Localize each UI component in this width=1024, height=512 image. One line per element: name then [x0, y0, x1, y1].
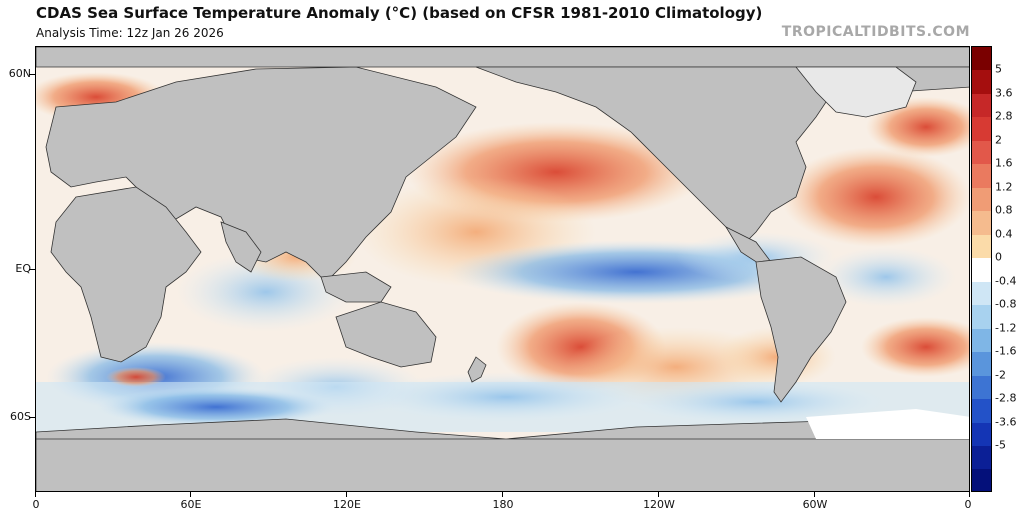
colorbar-segment	[972, 281, 991, 306]
lon-tick	[502, 492, 503, 497]
colorbar-label: -0.4	[995, 274, 1017, 288]
colorbar-segment	[972, 164, 991, 188]
colorbar-segment	[972, 328, 991, 353]
colorbar-segment	[972, 375, 991, 400]
colorbar-segment	[972, 258, 991, 282]
lon-tick	[35, 492, 36, 497]
colorbar-segment	[972, 47, 991, 71]
colorbar-label: -1.2	[995, 321, 1017, 335]
lon-tick	[969, 492, 970, 497]
new-zealand-land	[467, 356, 487, 383]
greenland-land	[795, 66, 917, 118]
india-land	[220, 221, 262, 273]
colorbar-segment	[972, 352, 991, 376]
lat-tick	[29, 74, 35, 75]
colorbar-segment	[972, 445, 991, 470]
analysis-time: Analysis Time: 12z Jan 26 2026	[36, 26, 224, 40]
colorbar-segment	[972, 187, 991, 212]
lon-label-0-right: 0	[964, 498, 972, 511]
lat-label-60s: 60S	[10, 410, 31, 423]
colorbar-segment	[972, 93, 991, 118]
lat-label-eq: EQ	[15, 262, 31, 275]
lon-label-180: 180	[492, 498, 514, 511]
colorbar-label: 0.4	[995, 227, 1013, 241]
lon-tick	[814, 492, 815, 497]
colorbar-label: 0.8	[995, 203, 1013, 217]
sst-anomaly-map	[35, 46, 970, 492]
colorbar-segment	[972, 117, 991, 141]
colorbar-segment	[972, 422, 991, 446]
lon-label-120e: 120E	[333, 498, 361, 511]
colorbar-segment	[972, 469, 991, 491]
colorbar	[971, 46, 992, 492]
lon-label-60w: 60W	[802, 498, 828, 511]
lon-tick	[190, 492, 191, 497]
lon-label-0: 0	[32, 498, 40, 511]
colorbar-label: 0	[995, 250, 1002, 264]
colorbar-segment	[972, 211, 991, 235]
australia-land	[335, 301, 437, 368]
colorbar-segment	[972, 70, 991, 94]
colorbar-label: 2.8	[995, 109, 1013, 123]
land-masses	[36, 47, 969, 491]
south-america-land	[755, 256, 847, 403]
colorbar-label: -3.6	[995, 415, 1017, 429]
colorbar-label: 3.6	[995, 86, 1013, 100]
lon-label-60e: 60E	[180, 498, 202, 511]
colorbar-label: 2	[995, 133, 1002, 147]
colorbar-label: 1.6	[995, 156, 1013, 170]
lat-tick	[29, 417, 35, 418]
lat-label-60n: 60N	[8, 67, 31, 80]
colorbar-label: 1.2	[995, 180, 1013, 194]
page-title: CDAS Sea Surface Temperature Anomaly (°C…	[36, 4, 763, 22]
colorbar-label: -1.6	[995, 344, 1017, 358]
colorbar-label: -0.8	[995, 297, 1017, 311]
colorbar-segment	[972, 399, 991, 423]
africa-land	[50, 186, 202, 363]
lon-label-120w: 120W	[643, 498, 675, 511]
colorbar-label: -5	[995, 438, 1006, 452]
colorbar-segment	[972, 234, 991, 259]
lon-tick	[346, 492, 347, 497]
map-canvas	[36, 47, 969, 491]
colorbar-segment	[972, 305, 991, 329]
colorbar-label: -2	[995, 368, 1006, 382]
lat-tick	[29, 269, 35, 270]
colorbar-label: 5	[995, 62, 1002, 76]
colorbar-segment	[972, 140, 991, 165]
colorbar-label: -2.8	[995, 391, 1017, 405]
brand-watermark: TROPICALTIDBITS.COM	[781, 24, 970, 40]
lon-tick	[658, 492, 659, 497]
antarctica-land	[36, 418, 969, 491]
